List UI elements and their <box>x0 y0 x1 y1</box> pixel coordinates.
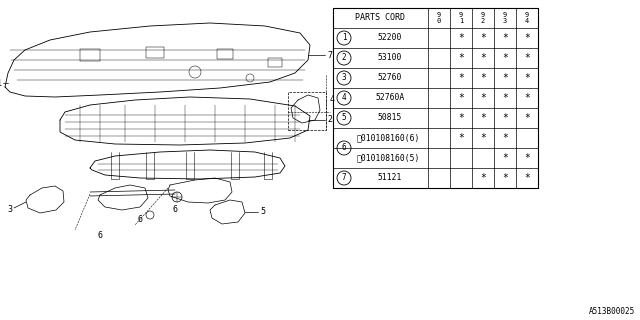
Text: 1: 1 <box>342 34 346 43</box>
Bar <box>217 49 233 59</box>
Text: *: * <box>502 33 508 43</box>
Text: 3: 3 <box>342 74 346 83</box>
Text: 1: 1 <box>0 78 2 87</box>
Text: *: * <box>480 53 486 63</box>
Text: *: * <box>524 33 530 43</box>
Text: 50815: 50815 <box>378 114 402 123</box>
Bar <box>288 92 326 130</box>
Text: *: * <box>458 93 464 103</box>
Text: A513B00025: A513B00025 <box>589 307 635 316</box>
Text: Ⓑ010108160(6): Ⓑ010108160(6) <box>356 133 420 142</box>
Text: *: * <box>458 33 464 43</box>
Bar <box>333 8 538 188</box>
Text: *: * <box>480 93 486 103</box>
Text: 6: 6 <box>173 205 177 214</box>
Text: 6: 6 <box>138 215 143 225</box>
Text: *: * <box>524 53 530 63</box>
Bar <box>268 58 282 67</box>
Text: *: * <box>502 53 508 63</box>
Text: 52760: 52760 <box>378 74 402 83</box>
Text: PARTS CORD: PARTS CORD <box>355 13 405 22</box>
Text: *: * <box>480 113 486 123</box>
Bar <box>80 49 100 61</box>
Text: 3: 3 <box>7 204 12 213</box>
Text: 52760A: 52760A <box>376 93 404 102</box>
Text: 5: 5 <box>260 207 265 217</box>
Text: 4: 4 <box>342 93 346 102</box>
Text: *: * <box>524 173 530 183</box>
Text: *: * <box>480 33 486 43</box>
Text: *: * <box>502 93 508 103</box>
Text: 2: 2 <box>342 53 346 62</box>
Text: 9
1: 9 1 <box>459 12 463 24</box>
Text: *: * <box>524 93 530 103</box>
Text: 7: 7 <box>327 51 332 60</box>
Text: *: * <box>502 173 508 183</box>
Text: *: * <box>502 73 508 83</box>
Text: 52200: 52200 <box>378 34 402 43</box>
Text: 7: 7 <box>342 173 346 182</box>
Text: *: * <box>480 73 486 83</box>
Text: *: * <box>458 53 464 63</box>
Text: 6: 6 <box>342 143 346 153</box>
Text: 53100: 53100 <box>378 53 402 62</box>
Text: 4: 4 <box>330 95 335 105</box>
Text: *: * <box>524 73 530 83</box>
Text: *: * <box>458 133 464 143</box>
Text: 9
0: 9 0 <box>437 12 441 24</box>
Text: *: * <box>458 73 464 83</box>
Text: *: * <box>524 153 530 163</box>
Bar <box>146 46 164 58</box>
Text: *: * <box>502 153 508 163</box>
Text: *: * <box>502 133 508 143</box>
Text: Ⓑ010108160(5): Ⓑ010108160(5) <box>356 154 420 163</box>
Text: *: * <box>480 133 486 143</box>
Text: *: * <box>524 113 530 123</box>
Text: *: * <box>458 113 464 123</box>
Text: *: * <box>502 113 508 123</box>
Text: 9
2: 9 2 <box>481 12 485 24</box>
Text: *: * <box>480 173 486 183</box>
Text: 6: 6 <box>97 230 102 239</box>
Text: 51121: 51121 <box>378 173 402 182</box>
Text: 9
4: 9 4 <box>525 12 529 24</box>
Text: 2: 2 <box>327 116 332 124</box>
Text: 5: 5 <box>342 114 346 123</box>
Text: 9
3: 9 3 <box>503 12 507 24</box>
